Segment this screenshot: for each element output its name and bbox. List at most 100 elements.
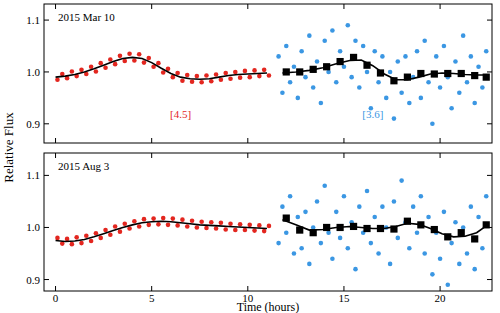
y-tick	[44, 227, 49, 228]
data-point	[185, 73, 190, 78]
data-point	[438, 85, 443, 90]
data-point	[376, 80, 381, 85]
data-point	[132, 219, 137, 224]
y-tick	[44, 175, 49, 176]
data-point	[137, 52, 142, 57]
data-point	[247, 75, 252, 80]
y-tick-label: 1.1	[26, 169, 40, 181]
data-point	[345, 23, 350, 28]
data-point	[392, 116, 397, 121]
data-point	[233, 70, 238, 75]
data-point	[299, 49, 304, 54]
data-point	[353, 267, 358, 272]
data-point	[118, 54, 123, 59]
x-tick	[440, 286, 441, 291]
data-point	[94, 231, 99, 236]
binned-point	[444, 233, 451, 240]
x-tick-label: 0	[53, 292, 59, 304]
x-tick-label: 20	[435, 292, 447, 304]
data-point	[238, 222, 243, 227]
data-point	[127, 51, 132, 56]
data-point	[151, 216, 156, 221]
x-tick	[151, 138, 152, 143]
data-point	[195, 74, 200, 79]
x-tick	[343, 138, 344, 143]
binned-point	[337, 224, 344, 231]
binned-point	[431, 70, 438, 77]
data-point	[315, 59, 320, 64]
data-point	[307, 262, 312, 267]
data-point	[472, 101, 477, 106]
data-point	[190, 79, 195, 84]
data-point	[55, 236, 60, 241]
data-point	[267, 73, 272, 78]
x-tick	[55, 153, 56, 158]
data-point	[380, 54, 385, 59]
data-point	[108, 57, 113, 62]
panel-title: 2015 Aug 3	[58, 160, 110, 172]
data-point	[395, 59, 400, 64]
data-point	[195, 225, 200, 230]
x-tick	[55, 286, 56, 291]
data-point	[199, 80, 204, 85]
y-tick-label: 0.9	[26, 118, 40, 130]
binned-point	[323, 63, 330, 70]
data-point	[113, 62, 118, 67]
data-point	[214, 72, 219, 77]
data-point	[171, 216, 176, 221]
data-point	[449, 241, 454, 246]
data-point	[476, 64, 481, 69]
data-point	[380, 204, 385, 209]
binned-point	[310, 66, 317, 73]
data-point	[146, 56, 151, 61]
binned-point	[283, 68, 290, 75]
data-point	[465, 80, 470, 85]
data-point	[98, 236, 103, 241]
data-point	[357, 85, 362, 90]
data-point	[284, 230, 289, 235]
y-tick	[487, 20, 492, 21]
data-point	[403, 54, 408, 59]
data-point	[457, 262, 462, 267]
data-point	[156, 222, 161, 227]
y-tick	[487, 227, 492, 228]
y-tick-label: 0.9	[26, 274, 40, 286]
x-tick	[440, 138, 441, 143]
data-point	[484, 194, 489, 199]
data-point	[103, 228, 108, 233]
data-point	[276, 54, 281, 59]
data-point	[65, 237, 70, 242]
data-point	[166, 223, 171, 228]
data-point	[334, 210, 339, 215]
x-tick	[343, 286, 344, 291]
data-point	[262, 229, 267, 234]
x-tick	[343, 153, 344, 158]
data-point	[480, 246, 485, 251]
data-point	[142, 60, 147, 65]
y-tick	[44, 279, 49, 280]
binned-point	[390, 225, 397, 232]
data-point	[228, 76, 233, 81]
data-point	[175, 223, 180, 228]
data-point	[422, 39, 427, 44]
data-point	[70, 69, 75, 74]
data-point	[257, 74, 262, 79]
y-tick	[487, 71, 492, 72]
data-point	[376, 251, 381, 256]
panel: 051015200.91.01.12015 Aug 3Time (hours)	[26, 153, 492, 313]
data-point	[465, 251, 470, 256]
x-tick	[247, 4, 248, 9]
data-point	[445, 282, 450, 287]
y-tick	[487, 175, 492, 176]
data-point	[365, 70, 370, 75]
data-point	[276, 241, 281, 246]
binned-point	[390, 77, 397, 84]
y-tick	[44, 123, 49, 124]
data-point	[113, 224, 118, 229]
data-point	[299, 246, 304, 251]
annotation: [4.5]	[170, 108, 191, 120]
data-point	[243, 69, 248, 74]
data-point	[228, 222, 233, 227]
data-point	[388, 262, 393, 267]
y-tick-label: 1.0	[26, 66, 40, 78]
